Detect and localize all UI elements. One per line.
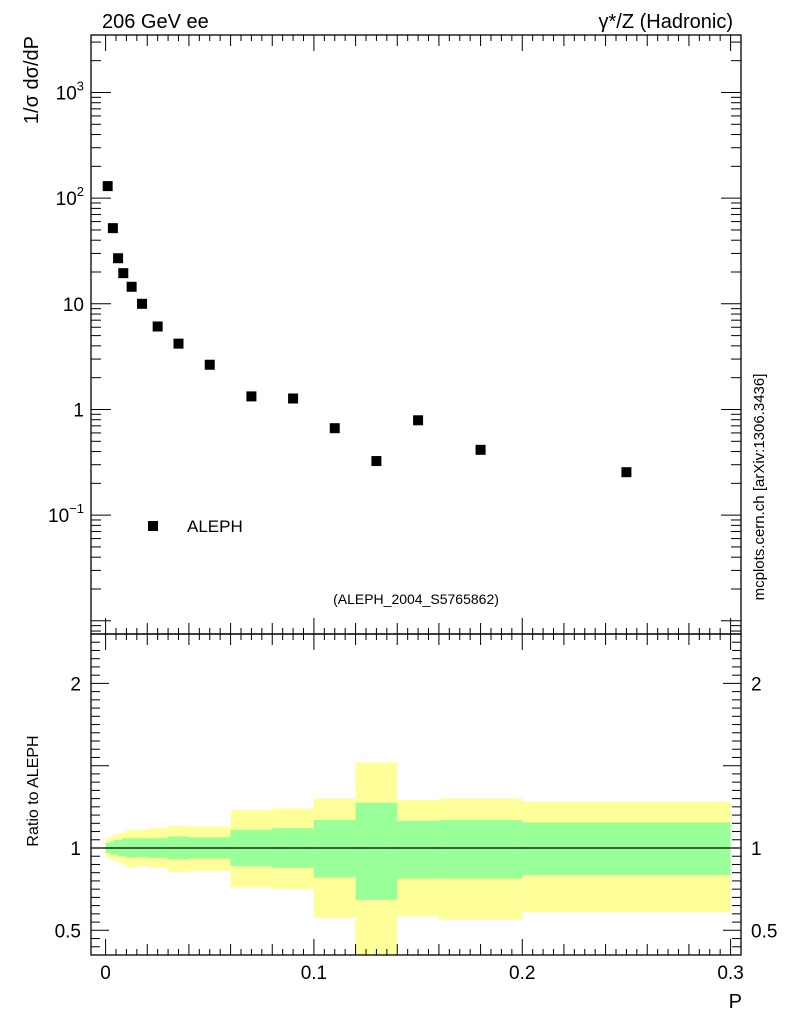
data-point-7 [173,338,184,349]
inner-band-bin-12 [313,820,356,878]
inner-band-bin-4 [122,838,127,857]
main-y-tick-label-3: 1 [73,400,84,421]
x-tick-label-1: 0.1 [301,963,327,984]
ratio-plot-frame [90,633,742,956]
main-y-tick-label-4: 10−1 [48,501,84,527]
analysis-id: (ALEPH_2004_S5765862) [333,591,499,607]
x-tick-label-0: 0 [100,963,111,984]
header-right: γ*/Z (Hadronic) [599,11,733,33]
data-point-8 [204,359,215,370]
main-y-tick-label-1: 102 [56,184,84,210]
inner-band-bin-2 [113,839,119,855]
ratio-y-tick-label-left-0: 2 [70,674,81,695]
data-point-10 [288,393,299,404]
main-plot-frame [90,34,742,635]
data-point-13 [413,415,424,426]
ratio-y-tick-label-left-1: 1 [70,839,81,860]
x-tick-label-3: 0.3 [717,963,743,984]
ratio-y-tick-label-left-2: 0.5 [55,921,81,942]
ratio-y-axis-label: Ratio to ALEPH [25,735,42,846]
data-point-2 [113,253,124,264]
main-y-tick-label-0: 103 [56,78,84,104]
legend-label: ALEPH [187,517,243,536]
main-y-axis-label: 1/σ dσ/dP [21,36,43,124]
data-point-9 [246,391,257,402]
ratio-bands [105,762,731,955]
x-tick-label-2: 0.2 [509,963,535,984]
data-point-4 [126,281,137,292]
data-point-3 [118,268,129,279]
legend-marker [148,521,158,531]
data-point-14 [475,444,486,455]
inner-band-bin-16 [522,822,731,876]
inner-band-bin-15 [438,820,523,879]
data-point-15 [621,467,632,478]
ratio-y-tick-label-right-2: 0.5 [751,921,777,942]
data-point-0 [102,181,113,192]
data-point-11 [329,423,340,434]
inner-band-bin-13 [355,802,398,900]
data-point-12 [371,456,382,467]
data-point-6 [152,321,163,332]
header-left: 206 GeV ee [102,11,209,33]
data-point-5 [137,298,148,309]
watermark: mcplots.cern.ch [arXiv:1306.3436] [751,374,768,601]
data-point-1 [107,223,118,234]
ratio-y-tick-label-right-1: 1 [751,839,762,860]
x-axis-label: P [729,991,742,1013]
main-y-tick-label-2: 10 [63,295,84,316]
inner-band-bin-14 [397,820,439,879]
ratio-y-tick-label-right-0: 2 [751,674,762,695]
